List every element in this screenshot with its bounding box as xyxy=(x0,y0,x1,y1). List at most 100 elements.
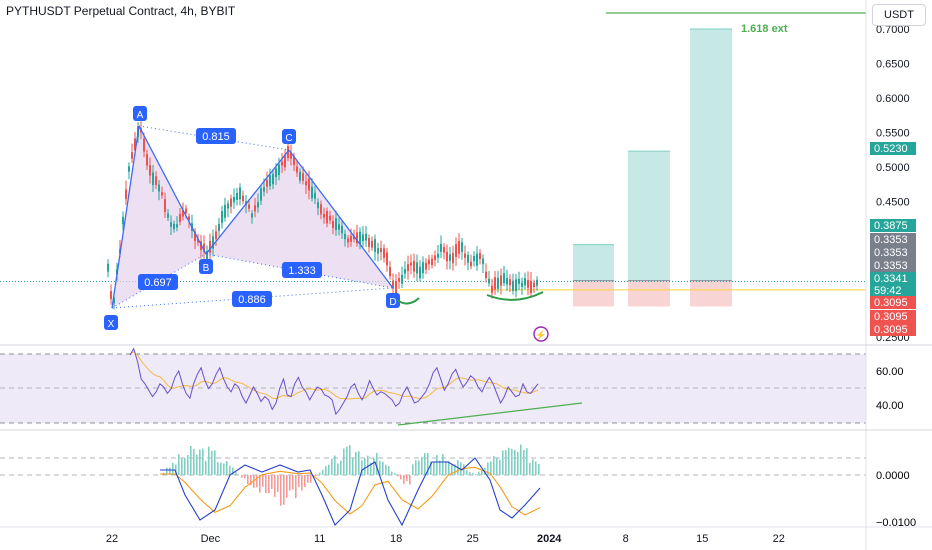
candle-body xyxy=(524,278,526,286)
candle-body xyxy=(188,216,190,221)
candle-body xyxy=(461,242,463,252)
macd-histogram-bar xyxy=(247,475,249,485)
candle-body xyxy=(224,204,226,218)
macd-histogram-bar xyxy=(202,448,204,475)
macd-histogram-bar xyxy=(418,460,420,475)
pattern-leg xyxy=(111,125,140,309)
pattern-leg xyxy=(205,149,290,255)
candle-body xyxy=(161,192,163,196)
pattern-leg xyxy=(138,125,207,255)
chart-title: PYTHUSDT Perpetual Contract, 4h, BYBIT xyxy=(6,4,236,18)
time-tick-label: 18 xyxy=(390,533,402,545)
candle-body xyxy=(152,172,154,186)
candle-body xyxy=(155,176,157,185)
currency-button[interactable]: USDT xyxy=(872,4,926,26)
macd-histogram-bar xyxy=(472,473,474,475)
candle-body xyxy=(530,280,532,294)
event-icon xyxy=(533,326,549,342)
candle-body xyxy=(368,237,370,247)
event-icon-glyph: ⚡ xyxy=(535,329,546,341)
price-axis-label: 0.3353 xyxy=(874,260,908,272)
macd-histogram-bar xyxy=(370,462,372,475)
macd-histogram-bar xyxy=(277,475,279,493)
bcd-triangle xyxy=(206,150,393,288)
candle-body xyxy=(383,248,385,258)
candle-body xyxy=(122,216,124,225)
rsi-tick-label: 40.00 xyxy=(876,400,904,412)
candle-body xyxy=(170,222,172,227)
macd-histogram-bar xyxy=(412,464,414,475)
macd-histogram-bar xyxy=(346,446,348,475)
candle-body xyxy=(221,210,223,223)
macd-histogram-bar xyxy=(298,475,300,487)
candle-body xyxy=(491,285,493,293)
macd-histogram-bar xyxy=(250,475,252,486)
macd-histogram-bar xyxy=(436,455,438,475)
candle-body xyxy=(452,253,454,264)
macd-histogram-bar xyxy=(235,472,237,475)
macd-histogram-bar xyxy=(430,461,432,475)
macd-histogram-bar xyxy=(391,471,393,475)
candle-body xyxy=(125,189,127,200)
macd-histogram-bar xyxy=(181,458,183,475)
xab-triangle xyxy=(112,126,206,308)
candle-body xyxy=(227,203,229,209)
macd-histogram-bar xyxy=(523,449,525,475)
price-tick-label: 0.6000 xyxy=(876,93,910,105)
pattern-point-label: D xyxy=(389,297,396,308)
time-tick-label: 8 xyxy=(623,533,629,545)
price-axis-label: 0.3875 xyxy=(874,220,908,232)
macd-histogram-bar xyxy=(193,448,195,475)
macd-histogram-bar xyxy=(373,457,375,475)
macd-histogram-bar xyxy=(310,475,312,483)
candle-body xyxy=(218,224,220,231)
pattern-point-badge xyxy=(282,129,296,144)
macd-histogram-bar xyxy=(319,472,321,475)
price-axis-label: 59:42 xyxy=(874,285,902,297)
macd-histogram-bar xyxy=(184,457,186,475)
rsi-ma-line xyxy=(129,351,539,400)
macd-histogram-bar xyxy=(445,461,447,475)
time-tick-label: 22 xyxy=(106,533,118,545)
macd-histogram-bar xyxy=(355,452,357,475)
macd-histogram-bar xyxy=(361,460,363,475)
macd-histogram-bar xyxy=(307,475,309,483)
macd-histogram-bar xyxy=(220,462,222,475)
candle-body xyxy=(374,239,376,252)
pattern-point-badge xyxy=(199,259,213,274)
macd-histogram-bar xyxy=(229,465,231,475)
candle-body xyxy=(425,262,427,270)
price-axis-label: 0.5230 xyxy=(874,143,908,155)
candle-body xyxy=(467,255,469,263)
ratio-badge xyxy=(232,291,272,307)
support-arc xyxy=(486,291,544,301)
macd-histogram-bar xyxy=(508,447,510,475)
candle-body xyxy=(239,187,241,200)
macd-histogram-bar xyxy=(349,445,351,475)
candle-body xyxy=(536,279,538,286)
macd-tick-label: 0.0000 xyxy=(876,470,910,482)
macd-histogram-bar xyxy=(178,454,180,475)
macd-histogram-bar xyxy=(493,456,495,475)
candle-body xyxy=(338,224,340,230)
price-axis-label-bg xyxy=(870,296,916,309)
price-axis-label-bg xyxy=(870,142,916,155)
macd-histogram-bar xyxy=(478,471,480,475)
macd-histogram-bar xyxy=(340,460,342,475)
candle-body xyxy=(512,280,514,291)
candle-body xyxy=(506,278,508,285)
candle-body xyxy=(404,268,406,274)
macd-histogram-bar xyxy=(499,459,501,475)
ratio-label: 1.333 xyxy=(288,265,316,277)
macd-histogram-bar xyxy=(532,459,534,475)
candle-body xyxy=(440,243,442,252)
candle-body xyxy=(314,192,316,199)
price-axis-label-bg xyxy=(870,259,916,272)
macd-histogram-bar xyxy=(283,475,285,505)
macd-histogram-bar xyxy=(439,460,441,475)
candle-body xyxy=(149,165,151,176)
pattern-point-label: A xyxy=(137,110,144,121)
ratio-label: 0.815 xyxy=(202,131,230,143)
candle-body xyxy=(266,180,268,187)
pattern-point-label: B xyxy=(203,263,210,274)
